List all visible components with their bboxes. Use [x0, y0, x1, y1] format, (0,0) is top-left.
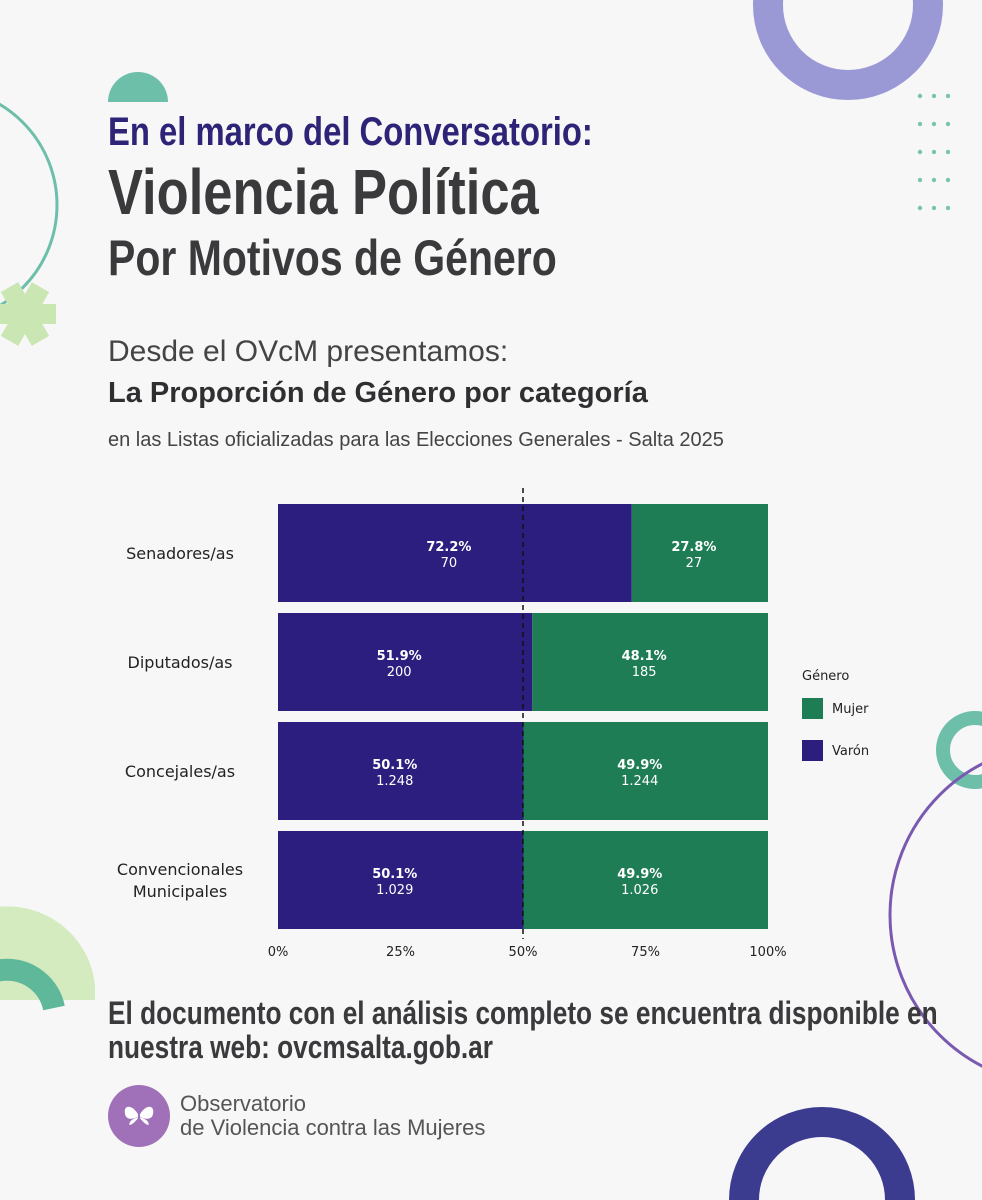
bar-percent-label: 50.1%: [372, 758, 417, 773]
bar-count-label: 185: [632, 665, 657, 680]
legend-label: Varón: [832, 744, 869, 759]
x-tick-label: 75%: [631, 945, 660, 960]
bar-mujer: [523, 722, 768, 820]
category-label: Convencionales: [117, 860, 243, 879]
category-label: Senadores/as: [126, 544, 234, 563]
bar-varon: [278, 722, 524, 820]
legend-swatch: [802, 740, 823, 761]
bar-count-label: 27: [686, 556, 703, 571]
category-label: Concejales/as: [125, 762, 235, 781]
legend-title: Género: [802, 669, 849, 684]
bar-percent-label: 48.1%: [622, 649, 667, 664]
intro-line-1: Desde el OVcM presentamos:: [108, 335, 509, 368]
bar-percent-label: 27.8%: [671, 540, 716, 555]
bar-percent-label: 51.9%: [377, 649, 422, 664]
intro-line-3: en las Listas oficializadas para las Ele…: [108, 429, 724, 451]
bar-count-label: 1.248: [376, 774, 413, 789]
footer-line-1: El documento con el análisis completo se…: [108, 995, 938, 1031]
intro-line-2: La Proporción de Género por categoría: [108, 377, 648, 409]
butterfly-icon: [108, 1085, 170, 1147]
headline: En el marco del Conversatorio: Violencia…: [108, 108, 699, 288]
x-tick-label: 50%: [509, 945, 538, 960]
logo-line-1: Observatorio: [180, 1091, 306, 1116]
x-tick-label: 25%: [386, 945, 415, 960]
legend-swatch: [802, 698, 823, 719]
logo-line-2: de Violencia contra las Mujeres: [180, 1115, 486, 1140]
bar-percent-label: 49.9%: [617, 867, 662, 882]
category-label: Municipales: [133, 882, 227, 901]
bar-count-label: 1.029: [376, 883, 413, 898]
category-label: Diputados/as: [128, 653, 233, 672]
bar-varon: [278, 831, 524, 929]
bar-mujer: [631, 504, 768, 602]
footer-text: El documento con el análisis completo se…: [108, 995, 938, 1065]
x-tick-label: 100%: [749, 945, 786, 960]
footer-line-2: nuestra web: ovcmsalta.gob.ar: [108, 1029, 493, 1065]
bar-varon: [278, 613, 533, 711]
headline-line-2: Violencia Política: [108, 156, 539, 228]
bar-count-label: 1.026: [621, 883, 658, 898]
bar-percent-label: 50.1%: [372, 867, 417, 882]
legend-label: Mujer: [832, 702, 869, 717]
bar-mujer: [523, 831, 768, 929]
bar-count-label: 1.244: [621, 774, 658, 789]
bar-percent-label: 72.2%: [426, 540, 471, 555]
bar-varon: [278, 504, 632, 602]
observatorio-logo: Observatorio de Violencia contra las Muj…: [108, 1085, 485, 1147]
bar-count-label: 70: [441, 556, 458, 571]
x-tick-label: 0%: [268, 945, 289, 960]
intro-text: Desde el OVcM presentamos: La Proporción…: [108, 332, 724, 462]
bar-count-label: 200: [387, 665, 412, 680]
headline-line-3: Por Motivos de Género: [108, 230, 557, 286]
navy-half-ring-bottom-deco: [729, 1107, 915, 1200]
stacked-bar-chart: 72.2%7027.8%27Senadores/as51.9%20048.1%1…: [117, 488, 869, 960]
bar-mujer: [532, 613, 768, 711]
headline-line-1: En el marco del Conversatorio:: [108, 110, 593, 154]
bar-percent-label: 49.9%: [617, 758, 662, 773]
